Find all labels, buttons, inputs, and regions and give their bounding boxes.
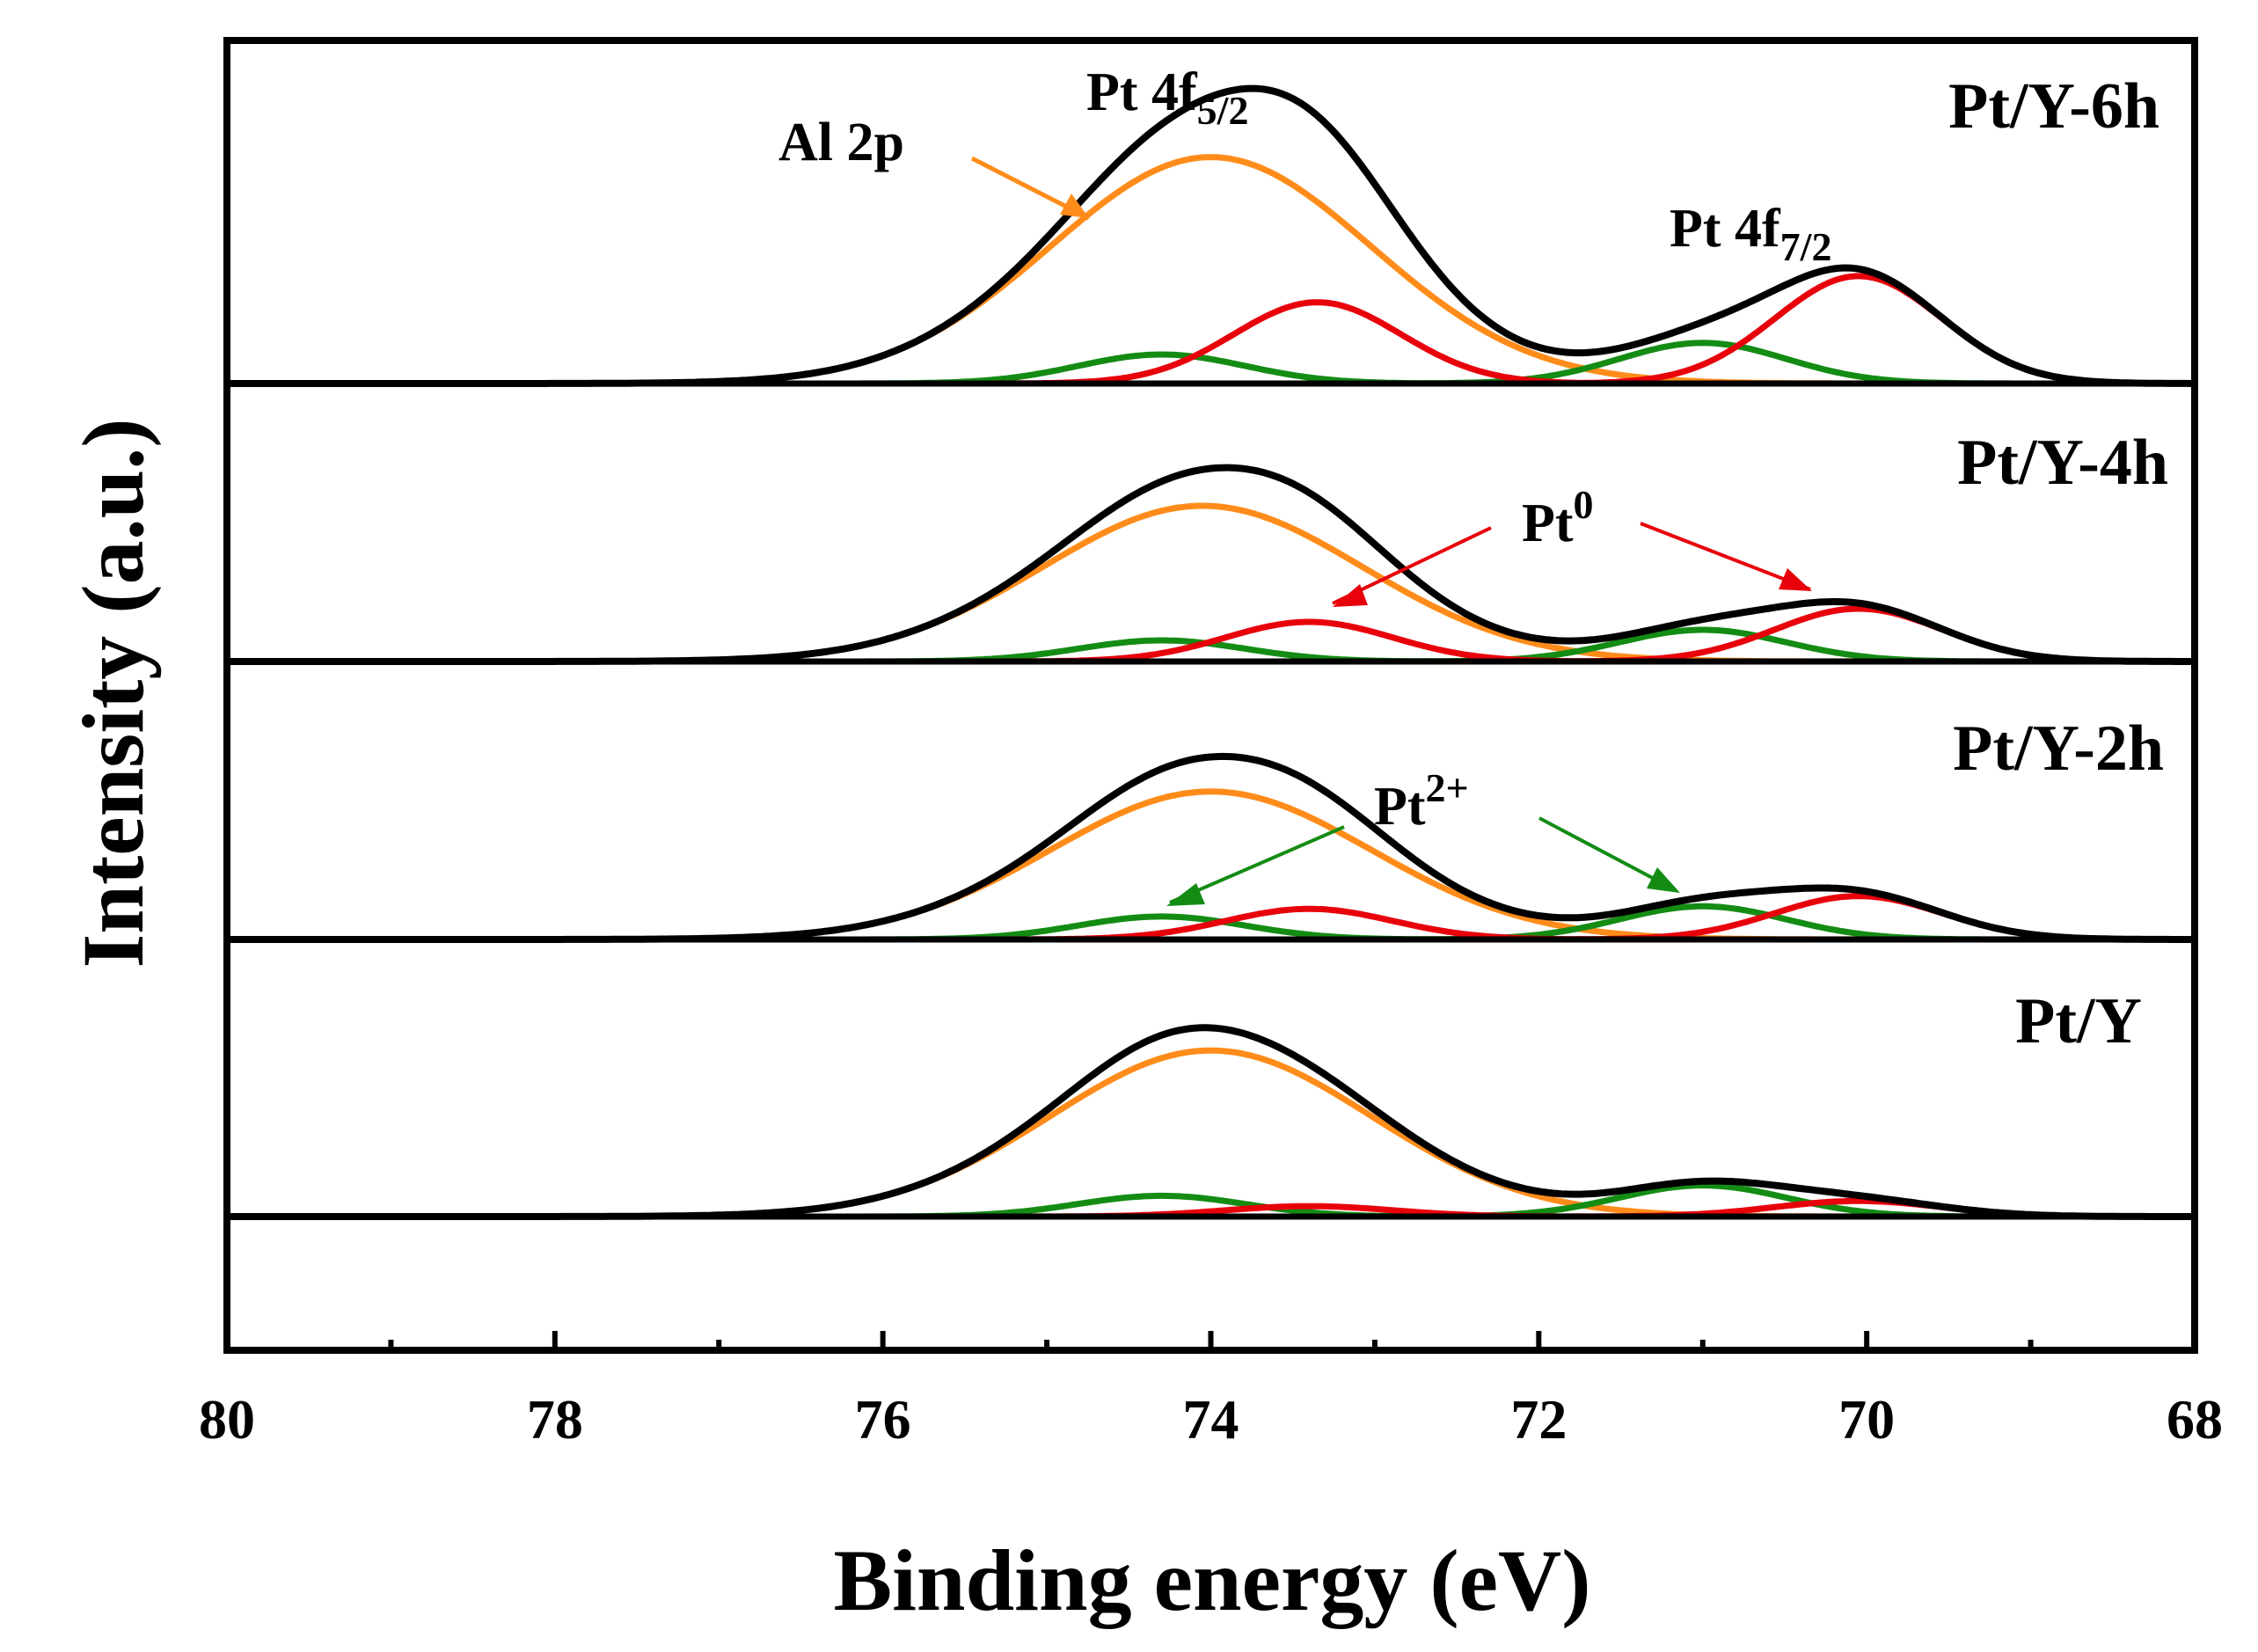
annotation-al-2p: Al 2p [778, 113, 904, 172]
x-tick-label-80: 80 [199, 1388, 255, 1451]
annotation-pt0-main: Pt [1522, 493, 1574, 553]
annotation-pt4f52-main: Pt 4f [1086, 62, 1198, 122]
panel-label-pt-y-4h: Pt/Y-4h [1957, 427, 2168, 499]
x-tick-label-70: 70 [1838, 1388, 1895, 1451]
panel-label-pt-y-2h: Pt/Y-2h [1953, 713, 2164, 785]
x-tick-label-76: 76 [855, 1388, 911, 1451]
plot-frame [223, 37, 2198, 1354]
series-2-component-1 [227, 502, 2195, 665]
series-4-envelope [227, 1024, 2195, 1220]
series-4-component-1 [227, 1047, 2195, 1220]
annotation-pt2-main: Pt [1374, 777, 1426, 837]
annotation-pt0-sup: 0 [1574, 482, 1594, 527]
arrow-pt2-left-head [1166, 883, 1205, 906]
annotation-pt4f52: Pt 4f5/2 [1086, 62, 1248, 133]
annotation-pt4f72-main: Pt 4f [1670, 199, 1781, 259]
annotation-pt4f72: Pt 4f7/2 [1670, 199, 1831, 269]
annotation-pt4f72-sub: 7/2 [1780, 224, 1832, 269]
panel-label-pt-y: Pt/Y [2015, 985, 2142, 1057]
annotation-pt0: Pt0 [1522, 482, 1594, 553]
x-tick-label-68: 68 [2167, 1388, 2223, 1451]
arrow-pt0-right-head [1779, 568, 1812, 591]
x-tick-label-74: 74 [1183, 1388, 1239, 1451]
series-1-component-5 [227, 273, 2195, 387]
arrow-pt0-right [1640, 522, 1811, 591]
x-tick-label-72: 72 [1510, 1388, 1567, 1451]
annotation-pt4f52-sub: 5/2 [1197, 88, 1249, 133]
arrow-al-2p-head [1060, 194, 1089, 218]
x-tick-label-78: 78 [527, 1388, 583, 1451]
series-2-component-5 [227, 605, 2195, 665]
plot-area [223, 37, 2198, 1354]
panel-label-pt-y-6h: Pt/Y-6h [1948, 70, 2159, 143]
series-3-envelope [227, 752, 2195, 943]
annotation-pt2: Pt2+ [1374, 765, 1469, 837]
y-axis-title: Intensity (a.u.) [64, 418, 162, 968]
series-2-component-4 [227, 618, 2195, 665]
arrow-pt2-right-head [1647, 867, 1680, 893]
series-1-component-4 [227, 299, 2195, 387]
arrow-pt0-left-head [1333, 584, 1368, 607]
x-axis-title: Binding energy (eV) [833, 1531, 1590, 1629]
annotation-pt2-sup: 2+ [1426, 765, 1469, 810]
series-2-envelope [227, 464, 2195, 665]
